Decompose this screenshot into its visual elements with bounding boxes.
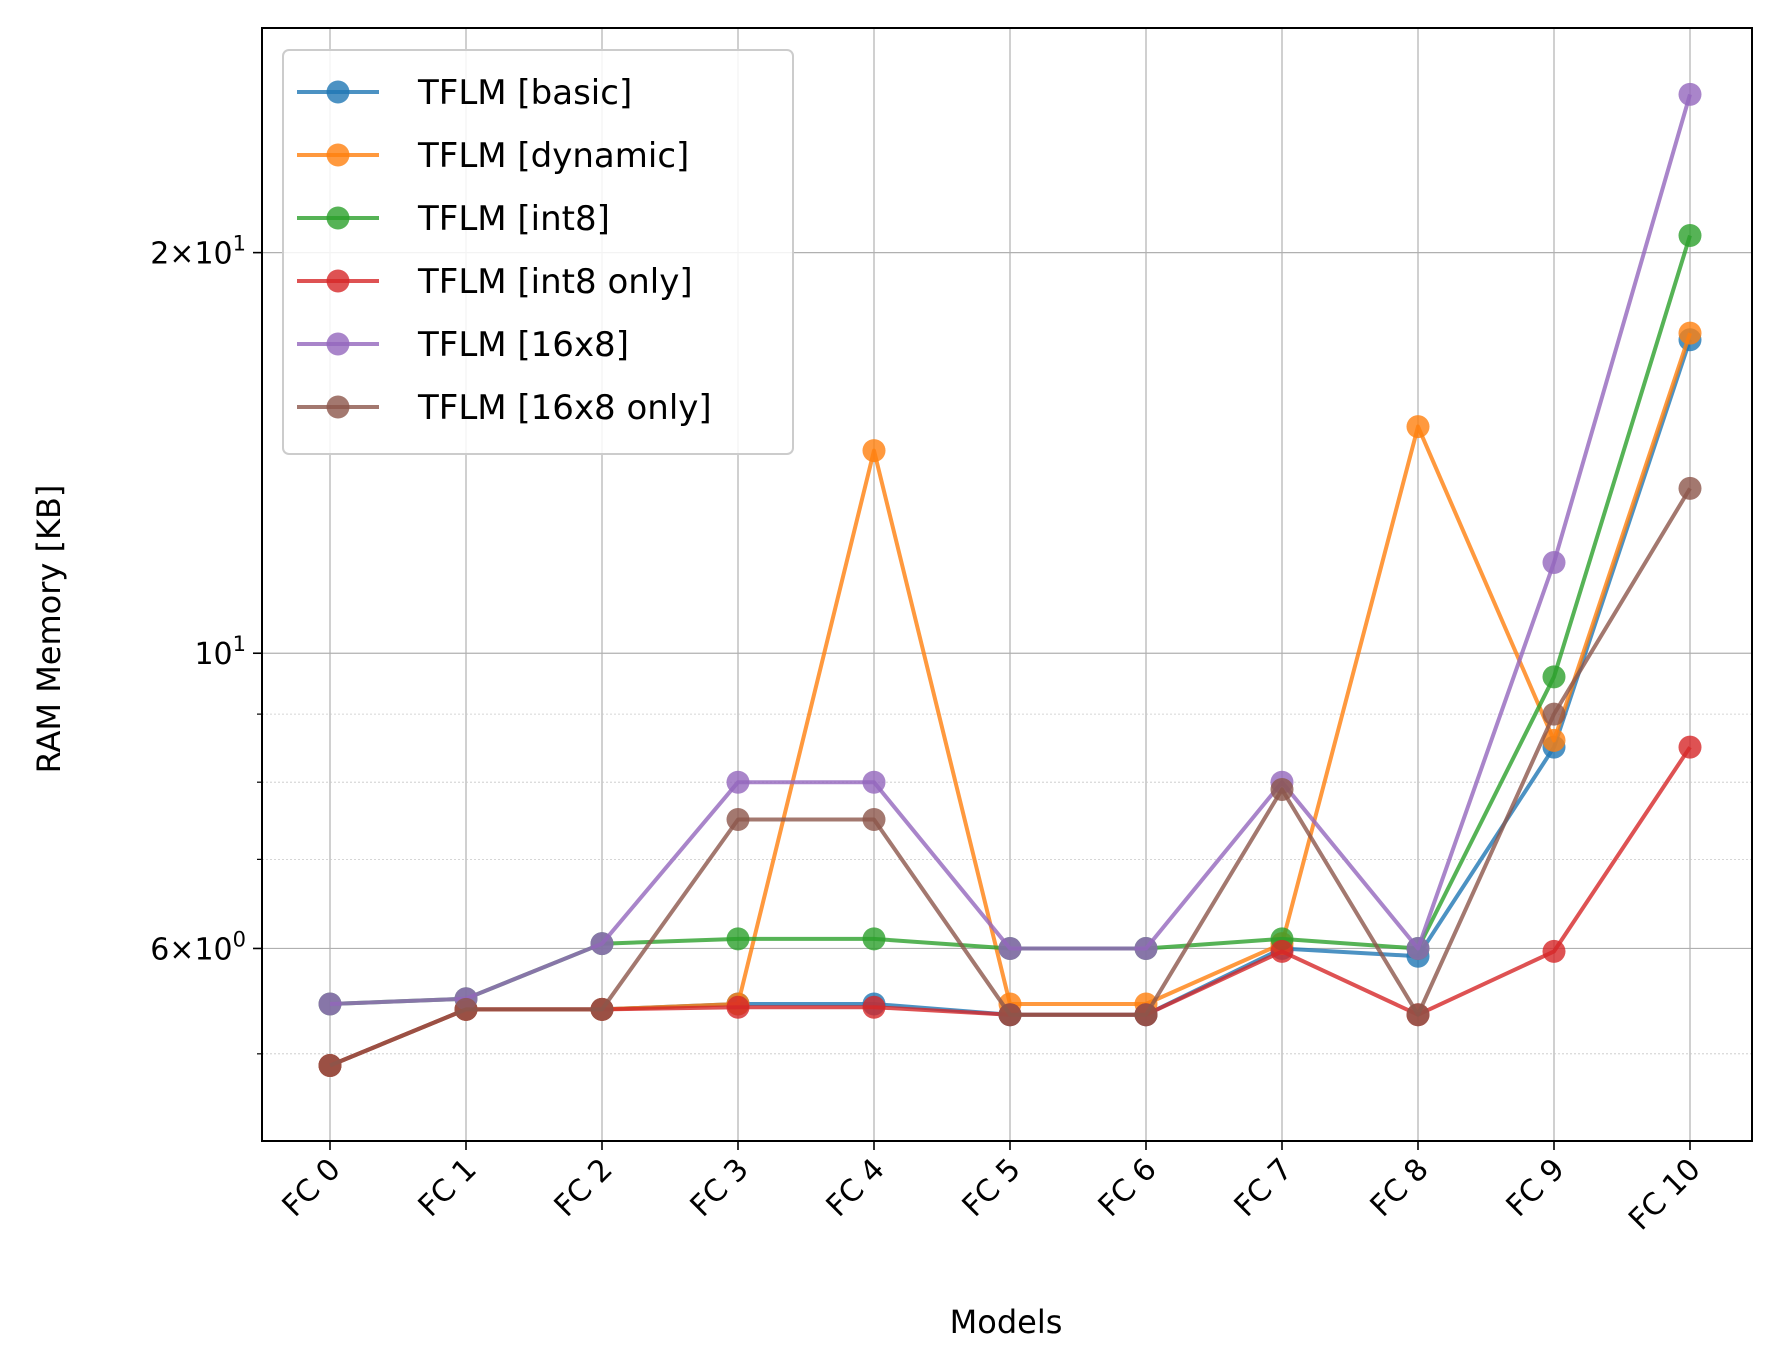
data-point xyxy=(318,992,342,1016)
legend-label: TFLM [int8] xyxy=(417,199,610,239)
legend-box xyxy=(282,49,794,455)
data-point xyxy=(1134,1003,1158,1027)
y-axis-title: RAM Memory [KB] xyxy=(30,485,68,774)
series-lines xyxy=(318,82,1702,1078)
data-point xyxy=(862,927,886,951)
data-point xyxy=(1542,702,1566,726)
data-point xyxy=(862,995,886,1019)
legend-entry: TFLM [int8] xyxy=(297,199,610,239)
legend-entry: TFLM [16x8] xyxy=(297,325,629,365)
legend-entry: TFLM [16x8 only] xyxy=(297,388,712,428)
legend-label: TFLM [16x8] xyxy=(417,325,629,365)
legend-marker xyxy=(326,395,350,419)
data-point xyxy=(590,932,614,956)
data-point xyxy=(1542,728,1566,752)
legend-label: TFLM [dynamic] xyxy=(417,136,689,176)
data-point xyxy=(1542,550,1566,574)
series-4 xyxy=(318,82,1702,1016)
legend-entry: TFLM [dynamic] xyxy=(297,136,689,176)
data-point xyxy=(1542,939,1566,963)
legend-marker xyxy=(326,80,350,104)
legend-label: TFLM [16x8 only] xyxy=(417,388,712,428)
data-point xyxy=(1678,735,1702,759)
y-tick-label: 2×101 xyxy=(150,232,246,272)
data-point xyxy=(862,770,886,794)
legend-label: TFLM [int8 only] xyxy=(417,262,693,302)
data-point xyxy=(1406,936,1430,960)
legend: TFLM [basic] TFLM [dynamic] TFLM [int8] TFL… xyxy=(282,49,794,455)
data-point xyxy=(862,439,886,463)
x-axis-title: Models xyxy=(950,1303,1063,1341)
data-point xyxy=(998,1003,1022,1027)
data-point xyxy=(1270,777,1294,801)
data-point xyxy=(590,997,614,1021)
data-point xyxy=(726,807,750,831)
data-point xyxy=(862,807,886,831)
data-point xyxy=(454,997,478,1021)
data-point xyxy=(726,927,750,951)
data-point xyxy=(1678,476,1702,500)
data-point xyxy=(1542,665,1566,689)
series-5 xyxy=(318,476,1702,1078)
legend-marker xyxy=(326,269,350,293)
legend-marker xyxy=(326,143,350,167)
legend-entry: TFLM [int8 only] xyxy=(297,262,693,302)
plot-frame xyxy=(261,27,1753,1142)
data-point xyxy=(1406,1003,1430,1027)
data-point xyxy=(1678,321,1702,345)
legend-label: TFLM [basic] xyxy=(417,73,632,113)
data-point xyxy=(726,995,750,1019)
data-point xyxy=(726,770,750,794)
data-point xyxy=(1406,415,1430,439)
data-point xyxy=(1678,224,1702,248)
data-point xyxy=(1134,936,1158,960)
data-point xyxy=(998,936,1022,960)
data-point xyxy=(1678,82,1702,106)
legend-entry: TFLM [basic] xyxy=(297,73,632,113)
y-tick-label: 101 xyxy=(194,632,246,672)
data-point xyxy=(318,1054,342,1078)
legend-marker xyxy=(326,206,350,230)
legend-marker xyxy=(326,332,350,356)
y-tick-label: 6×100 xyxy=(150,927,246,967)
data-point xyxy=(1270,939,1294,963)
